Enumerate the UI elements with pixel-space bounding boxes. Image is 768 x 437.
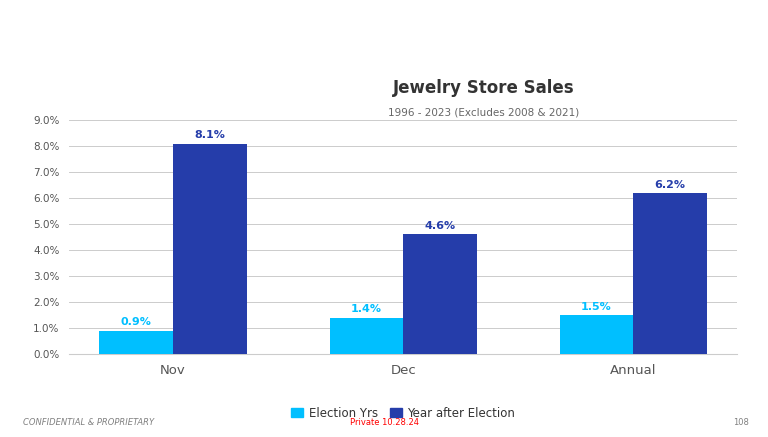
- Text: 1996 - 2023 (Excludes 2008 & 2021): 1996 - 2023 (Excludes 2008 & 2021): [388, 108, 579, 118]
- Bar: [173, 143, 247, 354]
- Text: 108: 108: [733, 418, 749, 427]
- Text: Jewelry Store Sales: Jewelry Store Sales: [392, 79, 574, 97]
- Text: Private 10.28.24: Private 10.28.24: [349, 418, 419, 427]
- Bar: [634, 193, 707, 354]
- Text: 4.6%: 4.6%: [425, 222, 455, 231]
- Bar: [329, 318, 403, 354]
- Text: 1.5%: 1.5%: [581, 302, 612, 312]
- Legend: Election Yrs, Year after Election: Election Yrs, Year after Election: [286, 402, 520, 424]
- Text: 0.9%: 0.9%: [121, 317, 152, 327]
- Text: 8.1%: 8.1%: [194, 130, 225, 140]
- Text: 6.2%: 6.2%: [654, 180, 686, 190]
- Text: Presidential Elections vs. Following Year: Presidential Elections vs. Following Yea…: [54, 39, 718, 68]
- Text: 1.4%: 1.4%: [351, 305, 382, 315]
- Text: CONFIDENTIAL & PROPRIETARY: CONFIDENTIAL & PROPRIETARY: [23, 418, 154, 427]
- Bar: [100, 330, 173, 354]
- Bar: [403, 235, 477, 354]
- Bar: [560, 315, 634, 354]
